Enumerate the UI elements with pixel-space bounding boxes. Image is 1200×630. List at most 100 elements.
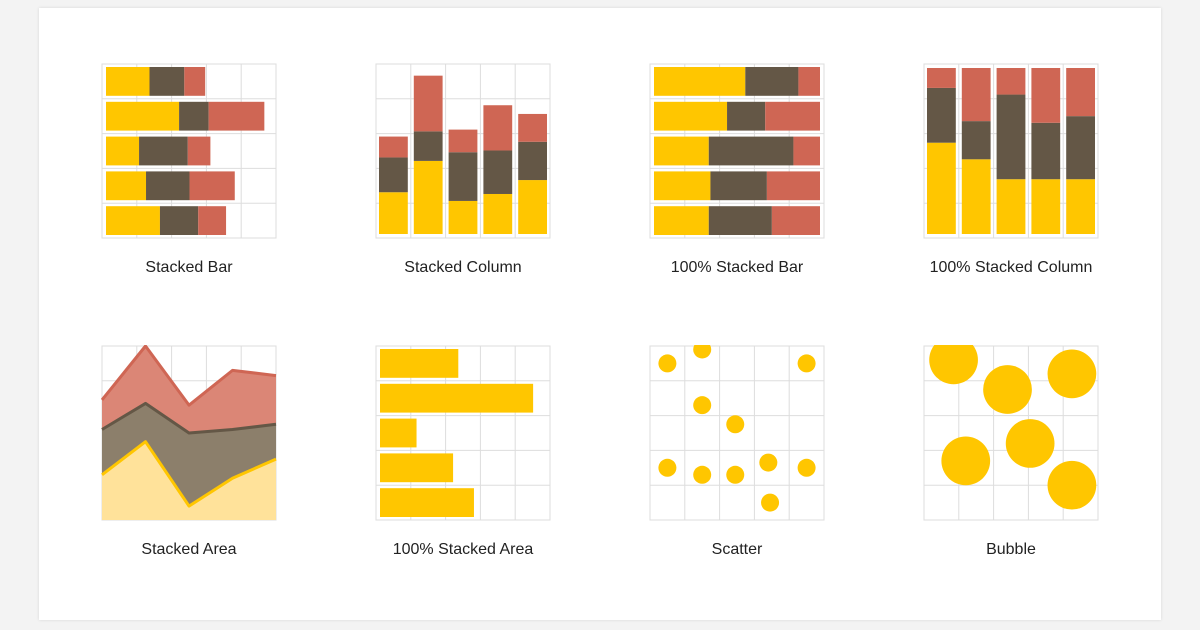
area-line [101, 401, 277, 435]
area-band [102, 346, 276, 433]
bubble [941, 436, 991, 486]
column-segment [448, 129, 478, 153]
area-band [102, 441, 276, 520]
bar-segment [380, 453, 454, 483]
bar-segment [189, 171, 235, 201]
bar-segment [654, 171, 711, 201]
chart-100-stacked-bar [649, 63, 825, 239]
tile-100-stacked-area[interactable]: 100% Stacked Area [363, 345, 563, 559]
scatter-point [726, 415, 745, 434]
chart-bubble [923, 345, 1099, 521]
column-segment [483, 105, 513, 151]
column-segment [379, 157, 408, 193]
bar-segment [765, 101, 820, 131]
chart-100-stacked-column [923, 63, 1099, 239]
bar-segment [654, 101, 728, 131]
chart-label: 100% Stacked Area [392, 541, 534, 558]
bar-segment [798, 67, 820, 96]
tile-stacked-area[interactable]: Stacked Area [89, 345, 289, 559]
area-band [102, 403, 276, 507]
column-segment [518, 113, 547, 142]
column-segment [379, 192, 408, 234]
column-segment [413, 75, 443, 132]
scatter-point [693, 345, 712, 359]
bar-segment [106, 171, 147, 201]
bar-segment [727, 101, 766, 131]
chart-scatter [649, 345, 825, 521]
bar-segment [106, 67, 150, 96]
tile-stacked-column[interactable]: Stacked Column [363, 63, 563, 277]
bubble [1047, 349, 1097, 399]
bubble [983, 365, 1032, 414]
chart-label: 100% Stacked Bar [670, 259, 804, 276]
chart-label: Bubble [986, 541, 1036, 558]
column-segment [996, 68, 1026, 95]
bubble [1005, 419, 1055, 468]
bar-segment [187, 136, 211, 166]
bar-segment [380, 418, 417, 448]
column-segment [996, 179, 1026, 234]
bar-segment [771, 206, 820, 235]
scatter-point [761, 493, 780, 512]
scatter-point [797, 458, 816, 477]
scatter-point [759, 453, 778, 472]
chart-types-card: Stacked Bar Stacked Column 100% Stacked … [39, 8, 1161, 620]
bar-segment [198, 206, 227, 235]
scatter-point [658, 354, 677, 373]
column-segment [927, 142, 956, 234]
bar-segment [380, 383, 534, 413]
bar-segment [106, 206, 160, 235]
column-segment [1031, 68, 1061, 123]
column-segment [1066, 68, 1095, 117]
bar-segment [654, 206, 709, 235]
column-segment [413, 131, 443, 161]
bar-segment [184, 67, 206, 96]
column-segment [961, 68, 991, 122]
bar-segment [708, 206, 772, 235]
bar-segment [159, 206, 199, 235]
bar-segment [139, 136, 188, 166]
column-segment [927, 87, 956, 143]
scatter-point [693, 465, 712, 484]
bar-segment [793, 136, 820, 166]
column-segment [413, 160, 443, 234]
chart-label: Scatter [711, 541, 763, 558]
column-segment [961, 159, 991, 234]
column-segment [518, 141, 547, 181]
bar-segment [745, 67, 799, 96]
bar-segment [149, 67, 185, 96]
bar-segment [106, 136, 140, 166]
chart-label: Stacked Bar [145, 259, 233, 276]
column-segment [518, 180, 547, 234]
bar-segment [710, 171, 767, 201]
bar-segment [766, 171, 820, 201]
chart-stacked-column [375, 63, 551, 239]
bar-segment [106, 101, 180, 131]
bar-segment [708, 136, 794, 166]
bar-segment [654, 67, 746, 96]
tile-bubble[interactable]: Bubble [911, 345, 1111, 559]
bubble [929, 345, 978, 385]
scatter-point [693, 396, 712, 415]
column-segment [961, 121, 991, 160]
tile-100-stacked-bar[interactable]: 100% Stacked Bar [637, 63, 837, 277]
tile-scatter[interactable]: Scatter [637, 345, 837, 559]
chart-label: Stacked Area [141, 541, 237, 558]
column-segment [996, 94, 1026, 180]
column-segment [1066, 116, 1095, 180]
column-segment [483, 150, 513, 194]
bar-segment [380, 349, 459, 378]
tile-100-stacked-column[interactable]: 100% Stacked Column [911, 63, 1111, 277]
column-segment [448, 200, 478, 234]
scatter-point [726, 465, 745, 484]
column-segment [1031, 179, 1061, 234]
bar-segment [654, 136, 709, 166]
scatter-point [797, 354, 816, 373]
chart-label: Stacked Column [404, 259, 522, 276]
column-segment [1066, 179, 1095, 234]
chart-100-stacked-area [375, 345, 551, 521]
column-segment [448, 152, 478, 201]
scatter-point [658, 458, 677, 477]
tile-stacked-bar[interactable]: Stacked Bar [89, 63, 289, 277]
area-line [101, 345, 277, 407]
